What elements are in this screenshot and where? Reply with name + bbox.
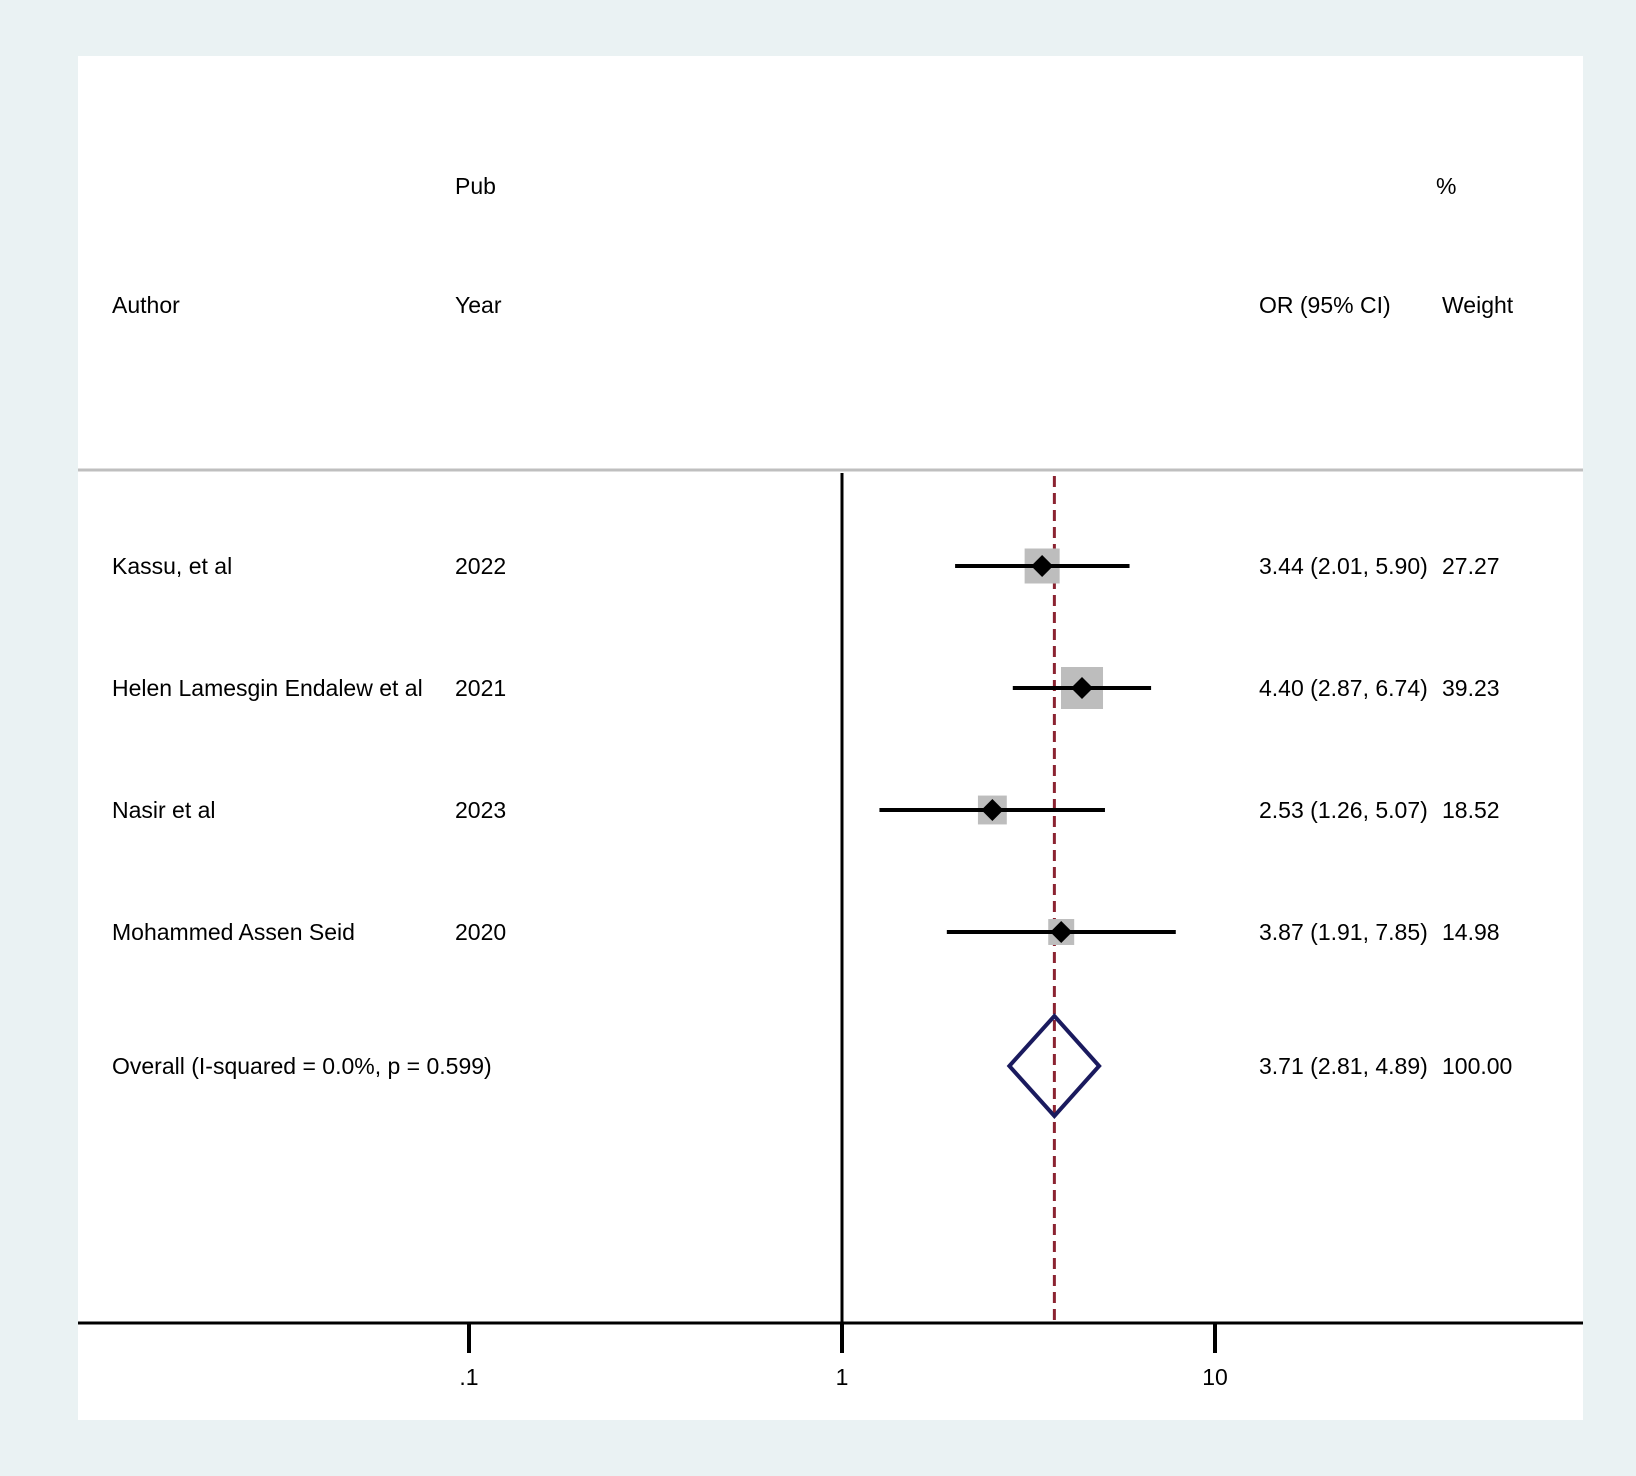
- study-weight-text: 18.52: [1442, 797, 1500, 823]
- study-year: 2021: [455, 675, 506, 701]
- study-ci-text: 3.87 (1.91, 7.85): [1259, 919, 1428, 945]
- x-tick-label: 1: [836, 1364, 849, 1390]
- point-estimate-marker: [981, 799, 1004, 821]
- study-year: 2023: [455, 797, 506, 823]
- table-row: Nasir et al 2023 2.53 (1.26, 5.07) 18.52: [112, 795, 1500, 825]
- header-or-label: OR (95% CI): [1259, 292, 1391, 318]
- study-year: 2022: [455, 553, 506, 579]
- table-row: Helen Lamesgin Endalew et al 2021 4.40 (2.…: [112, 667, 1500, 709]
- study-weight-text: 27.27: [1442, 553, 1500, 579]
- overall-row: Overall (I-squared = 0.0%, p = 0.599) 3.…: [112, 1013, 1512, 1119]
- forest-plot: Pub % Author Year OR (95% CI) Weight .1 1…: [78, 173, 1583, 1390]
- study-author: Kassu, et al: [112, 553, 232, 579]
- header-year-label: Year: [455, 292, 502, 318]
- study-ci-text: 2.53 (1.26, 5.07): [1259, 797, 1428, 823]
- study-year: 2020: [455, 919, 506, 945]
- study-author: Mohammed Assen Seid: [112, 919, 355, 945]
- header-weight-label: Weight: [1442, 292, 1514, 318]
- overall-weight-text: 100.00: [1442, 1053, 1512, 1079]
- table-row: Mohammed Assen Seid 2020 3.87 (1.91, 7.85)…: [112, 919, 1500, 945]
- x-axis-ticks: .1 1 10: [459, 1323, 1228, 1390]
- table-row: Kassu, et al 2022 3.44 (2.01, 5.90) 27.27: [112, 548, 1500, 584]
- header-pub-label: Pub: [455, 173, 496, 199]
- x-tick-label: .1: [459, 1364, 478, 1390]
- study-author: Nasir et al: [112, 797, 216, 823]
- point-estimate-marker: [1071, 677, 1094, 699]
- point-estimate-marker: [1031, 555, 1054, 577]
- overall-label: Overall (I-squared = 0.0%, p = 0.599): [112, 1053, 492, 1079]
- header-author-label: Author: [112, 292, 180, 318]
- overall-diamond: [1006, 1013, 1102, 1119]
- header-pct-label: %: [1436, 173, 1456, 199]
- point-estimate-marker: [1050, 921, 1073, 943]
- study-rows: Kassu, et al 2022 3.44 (2.01, 5.90) 27.27 He…: [112, 548, 1500, 945]
- overall-ci-text: 3.71 (2.81, 4.89): [1259, 1053, 1428, 1079]
- study-ci-text: 4.40 (2.87, 6.74): [1259, 675, 1428, 701]
- plot-panel: Pub % Author Year OR (95% CI) Weight .1 1…: [78, 56, 1583, 1420]
- study-ci-text: 3.44 (2.01, 5.90): [1259, 553, 1428, 579]
- study-weight-text: 14.98: [1442, 919, 1500, 945]
- x-tick-label: 10: [1202, 1364, 1228, 1390]
- study-weight-text: 39.23: [1442, 675, 1500, 701]
- study-author: Helen Lamesgin Endalew et al: [112, 675, 423, 701]
